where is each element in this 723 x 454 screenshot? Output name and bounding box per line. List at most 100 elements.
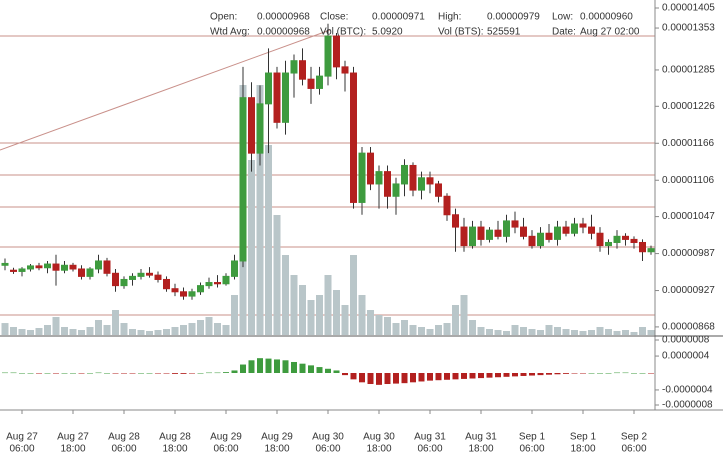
candle-body — [630, 238, 638, 243]
volume-bar — [588, 330, 595, 335]
macd-bar — [427, 373, 433, 381]
volume-bar — [452, 305, 459, 335]
candle-body — [299, 60, 306, 80]
volume-bar — [613, 331, 621, 335]
info-label: Wtd Avg: — [210, 27, 250, 38]
y-tick-label: -0.0000008 — [662, 400, 713, 411]
candle-body — [545, 232, 553, 240]
volume-bar — [435, 325, 442, 335]
macd-bar — [520, 373, 527, 376]
x-tick-label: 06:00 — [417, 444, 442, 454]
candle-body — [554, 226, 561, 240]
candle-body — [171, 288, 179, 293]
volume-bar — [375, 315, 383, 335]
macd-bar — [597, 373, 603, 374]
x-tick-label: Sep 2 — [621, 432, 648, 443]
volume-bar — [460, 295, 468, 335]
candle-body — [324, 35, 332, 77]
volume-bar — [120, 323, 128, 335]
candle-body — [214, 282, 221, 285]
drawn-lines — [0, 29, 655, 316]
volume-bar — [307, 300, 315, 335]
macd-bar — [393, 373, 399, 384]
volume-bar — [350, 255, 357, 335]
macd-bar — [265, 358, 272, 373]
volume-bar — [282, 255, 289, 335]
volume-bar — [265, 145, 272, 335]
volume-bar — [486, 329, 493, 335]
info-value: 0.00000968 — [257, 12, 310, 23]
volume-bar — [554, 327, 561, 335]
macd-bar — [104, 373, 110, 374]
macd-bar — [580, 373, 586, 374]
volume-bar — [418, 327, 425, 335]
info-label: High: — [438, 12, 461, 23]
candle-body — [562, 226, 570, 234]
candle-body — [469, 226, 476, 247]
volume-bar — [171, 327, 179, 335]
candle-body — [571, 223, 578, 234]
volume-bar — [605, 329, 612, 335]
volume-bar — [299, 285, 306, 335]
volume-bar — [18, 329, 26, 335]
volume-bar — [494, 330, 502, 335]
info-label: Vol (BTC): — [320, 27, 366, 38]
macd-bar — [384, 373, 391, 385]
macd-bar — [27, 373, 34, 374]
candle-body — [205, 282, 213, 287]
volume-bar — [290, 275, 298, 335]
candle-body — [290, 60, 298, 74]
macd-bar — [282, 360, 289, 373]
volume-bar — [528, 329, 536, 335]
y-tick-label: 0.00001353 — [662, 23, 715, 34]
macd-bar — [172, 373, 178, 374]
macd-bar — [435, 373, 442, 381]
y-tick-label: 0.00001047 — [662, 211, 715, 222]
macd-bar — [639, 373, 646, 374]
candle-body — [307, 78, 315, 89]
macd-bar — [248, 360, 255, 373]
x-tick-label: Aug 30 — [312, 432, 344, 443]
candle-body — [333, 35, 340, 68]
volume-bar — [545, 325, 553, 335]
macd-bar — [588, 373, 595, 374]
candle-body — [647, 248, 655, 253]
candle-body — [44, 263, 51, 269]
candle-body — [460, 226, 468, 247]
macd-bar — [495, 373, 501, 378]
candle-body — [52, 263, 60, 271]
macd-bar — [146, 373, 153, 374]
candle-body — [486, 229, 493, 240]
macd-bar — [512, 373, 518, 377]
macd-bar — [571, 373, 578, 374]
macd-bar — [214, 372, 221, 374]
candle-body — [367, 152, 374, 185]
volume-bar — [129, 329, 136, 335]
volume-bar — [401, 320, 408, 335]
volume-bar — [596, 327, 604, 335]
macd-bar — [112, 373, 119, 374]
macd-bar — [350, 373, 357, 380]
candle-body — [1, 262, 9, 266]
candle-body — [537, 232, 544, 247]
candle-body — [112, 272, 119, 287]
x-tick-label: Sep 1 — [519, 432, 546, 443]
info-label: Low: — [552, 12, 573, 23]
macd-bar — [180, 373, 187, 374]
y-tick-label: 0.00000927 — [662, 285, 715, 296]
info-value: Aug 27 02:00 — [580, 27, 640, 38]
volume-bar — [222, 325, 230, 335]
y-tick-label: -0.0000004 — [662, 385, 713, 396]
macd-bar — [2, 372, 8, 374]
candle-body — [384, 171, 391, 197]
x-tick-label: Aug 29 — [261, 432, 293, 443]
candle-body — [392, 183, 400, 197]
volume-bar — [248, 160, 255, 335]
candle-body — [180, 291, 187, 297]
x-tick-label: Aug 31 — [465, 432, 497, 443]
macd-bar — [44, 373, 51, 374]
candle-body — [265, 72, 272, 105]
macd-bar — [36, 373, 42, 374]
macd-bar — [461, 373, 467, 379]
